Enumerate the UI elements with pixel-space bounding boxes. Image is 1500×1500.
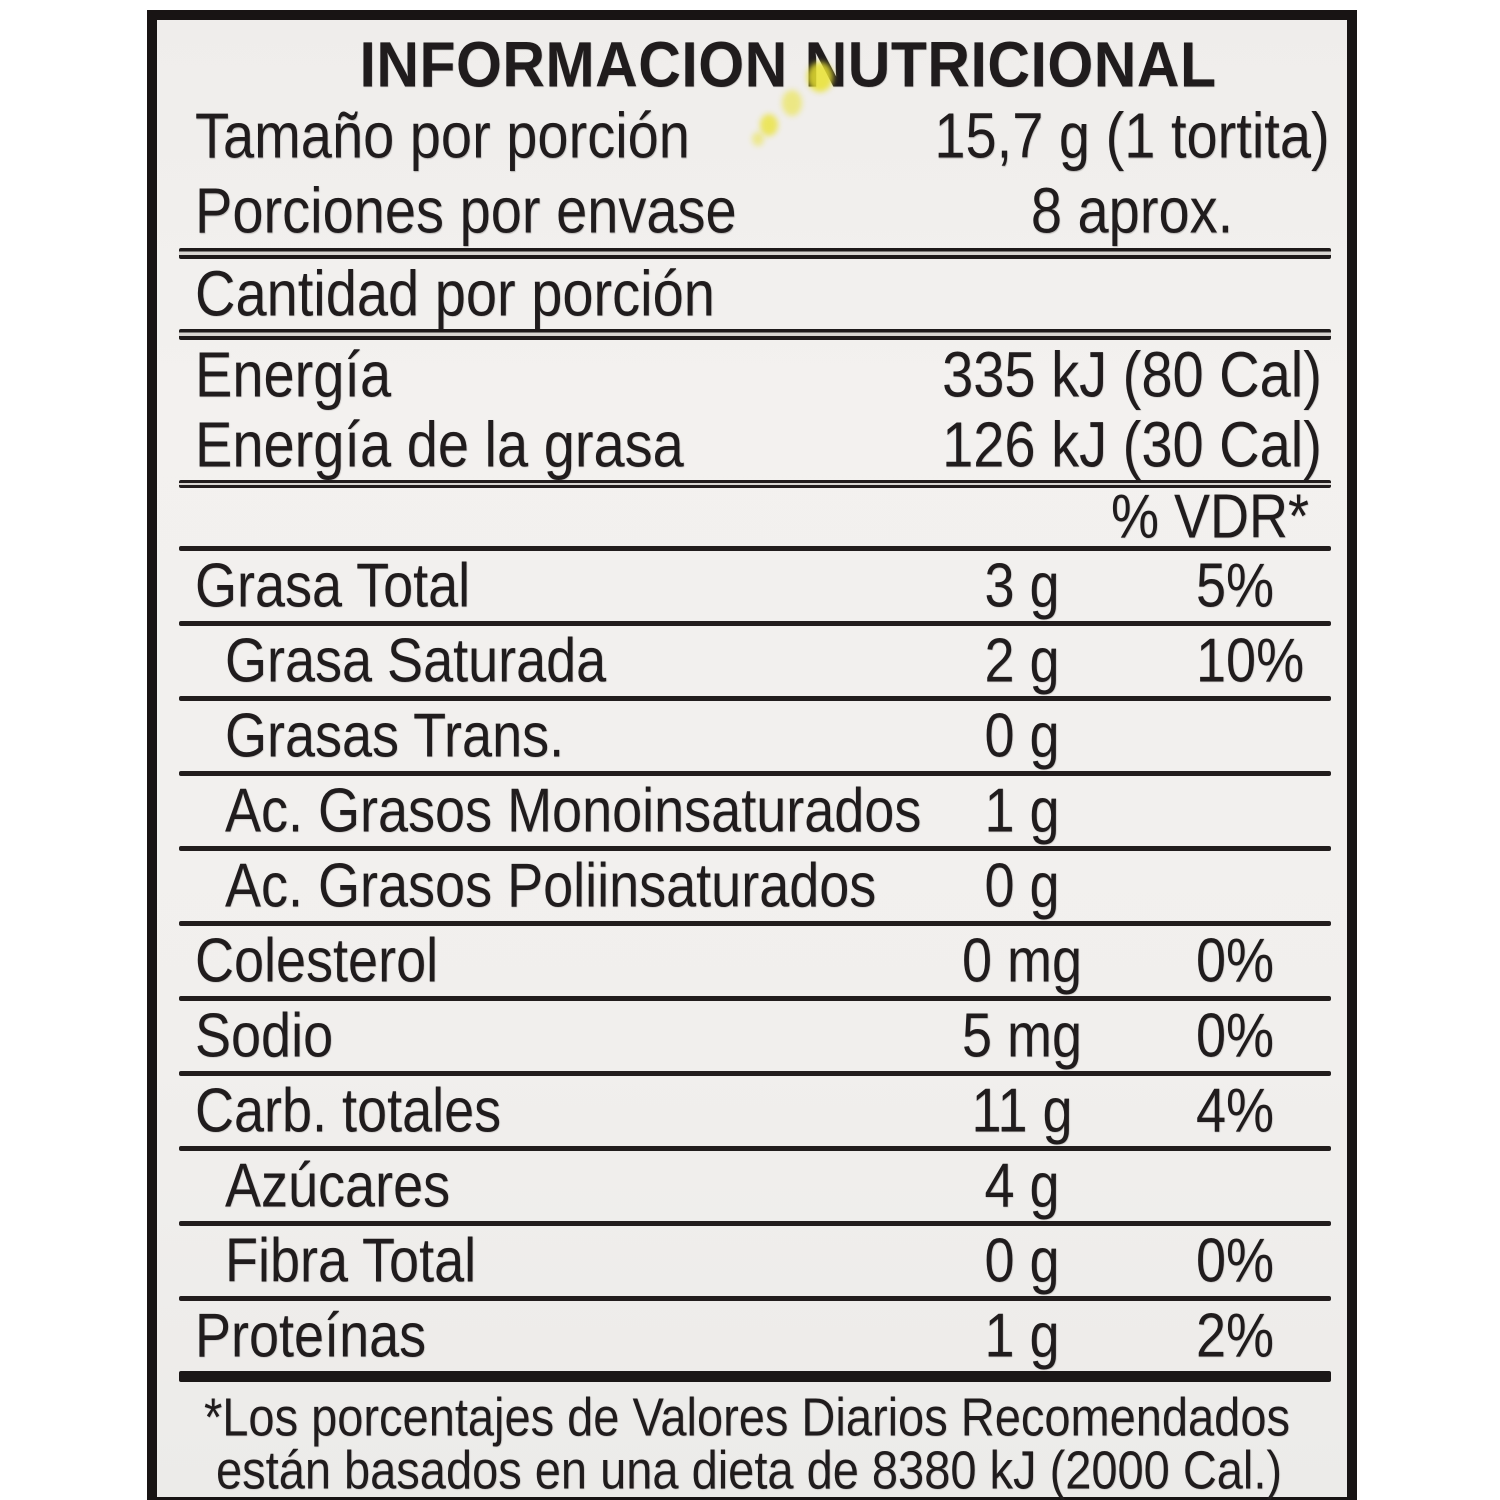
nutrient-value: 0 g	[984, 1226, 1060, 1296]
energy-from-fat-value: 126 kJ (30 Cal)	[942, 407, 1322, 481]
nutrient-row-polyunsaturated: Ac. Grasos Poliinsaturados 0 g	[157, 851, 1347, 921]
nutrient-value: 0 g	[984, 851, 1060, 921]
nutrient-label: Carb. totales	[195, 1076, 502, 1146]
amount-per-serving-label: Cantidad por porción	[195, 256, 715, 330]
daily-value-header: % VDR*	[1110, 482, 1309, 552]
nutrient-percent: 2%	[1196, 1301, 1275, 1371]
nutrient-row-monounsaturated: Ac. Grasos Monoinsaturados 1 g	[157, 776, 1347, 846]
nutrient-label: Colesterol	[195, 926, 439, 996]
nutrient-value: 1 g	[984, 1301, 1060, 1371]
nutrient-row-sodium: Sodio 5 mg 0%	[157, 1001, 1347, 1071]
footnote-line1: *Los porcentajes de Valores Diarios Reco…	[204, 1385, 1290, 1447]
label-title: INFORMACION NUTRICIONAL	[157, 29, 1347, 101]
footnote-line2: están basados en una dieta de 8380 kJ (2…	[216, 1438, 1283, 1500]
label-title-text: INFORMACION NUTRICIONAL	[359, 29, 1217, 101]
separator-thin	[179, 846, 1331, 851]
nutrient-value: 0 g	[984, 701, 1060, 771]
separator-thin	[179, 546, 1331, 551]
servings-per-container-label: Porciones por envase	[195, 174, 737, 247]
nutrient-value: 2 g	[984, 626, 1060, 696]
nutrient-percent: 0%	[1196, 1226, 1275, 1296]
nutrient-label: Fibra Total	[225, 1226, 477, 1296]
nutrient-row-total-carbs: Carb. totales 11 g 4%	[157, 1076, 1347, 1146]
separator-thin	[179, 1071, 1331, 1076]
nutrient-percent: 4%	[1196, 1076, 1275, 1146]
separator-thin	[179, 996, 1331, 1001]
nutrient-row-saturated-fat: Grasa Saturada 2 g 10%	[157, 626, 1347, 696]
nutrient-label: Proteínas	[195, 1301, 427, 1371]
nutrient-row-sugars: Azúcares 4 g	[157, 1151, 1347, 1221]
daily-value-header-row: % VDR*	[157, 483, 1347, 550]
footnote: *Los porcentajes de Valores Diarios Reco…	[157, 1382, 1347, 1500]
energy-value: 335 kJ (80 Cal)	[942, 337, 1322, 411]
separator-thick	[179, 329, 1331, 340]
nutrient-value: 5 mg	[961, 1001, 1083, 1071]
nutrient-label: Grasas Trans.	[225, 701, 565, 771]
nutrient-row-cholesterol: Colesterol 0 mg 0%	[157, 926, 1347, 996]
nutrient-percent: 0%	[1196, 926, 1275, 996]
separator-medium	[179, 480, 1331, 488]
separator-thin	[179, 921, 1331, 926]
separator-thin	[179, 771, 1331, 776]
serving-size-row: Tamaño por porción 15,7 g (1 tortita)	[157, 98, 1347, 173]
nutrient-percent: 10%	[1196, 626, 1305, 696]
nutrient-row-protein: Proteínas 1 g 2%	[157, 1301, 1347, 1371]
nutrient-row-fiber: Fibra Total 0 g 0%	[157, 1226, 1347, 1296]
nutrient-label: Grasa Saturada	[225, 626, 607, 696]
servings-per-container-value: 8 aprox.	[1030, 174, 1234, 247]
nutrient-label: Ac. Grasos Monoinsaturados	[225, 776, 922, 846]
separator-thin	[179, 1296, 1331, 1301]
separator-thick	[179, 248, 1331, 259]
nutrient-value: 11 g	[971, 1076, 1073, 1146]
separator-thin	[179, 1146, 1331, 1151]
nutrition-label: INFORMACION NUTRICIONAL Tamaño por porci…	[147, 10, 1357, 1500]
nutrient-percent: 5%	[1196, 551, 1275, 621]
energy-from-fat-row: Energía de la grasa 126 kJ (30 Cal)	[157, 408, 1347, 480]
energy-row: Energía 335 kJ (80 Cal)	[157, 338, 1347, 410]
separator-thin	[179, 621, 1331, 626]
nutrient-value: 1 g	[984, 776, 1060, 846]
separator-thin	[179, 1221, 1331, 1226]
nutrient-label: Azúcares	[225, 1151, 451, 1221]
amount-per-serving-row: Cantidad por porción	[157, 257, 1347, 329]
energy-label: Energía	[195, 337, 392, 411]
nutrient-label: Sodio	[195, 1001, 334, 1071]
serving-size-value: 15,7 g (1 tortita)	[934, 99, 1330, 172]
nutrient-label: Ac. Grasos Poliinsaturados	[225, 851, 877, 921]
energy-from-fat-label: Energía de la grasa	[195, 407, 684, 481]
separator-thick-solid	[179, 1371, 1331, 1382]
serving-size-label: Tamaño por porción	[195, 99, 690, 172]
separator-thin	[179, 696, 1331, 701]
nutrient-value: 3 g	[984, 551, 1060, 621]
nutrient-value: 0 mg	[961, 926, 1083, 996]
nutrient-value: 4 g	[984, 1151, 1060, 1221]
servings-per-container-row: Porciones por envase 8 aprox.	[157, 173, 1347, 248]
nutrient-row-trans-fat: Grasas Trans. 0 g	[157, 701, 1347, 771]
nutrient-row-total-fat: Grasa Total 3 g 5%	[157, 551, 1347, 621]
nutrient-label: Grasa Total	[195, 551, 471, 621]
nutrient-percent: 0%	[1196, 1001, 1275, 1071]
